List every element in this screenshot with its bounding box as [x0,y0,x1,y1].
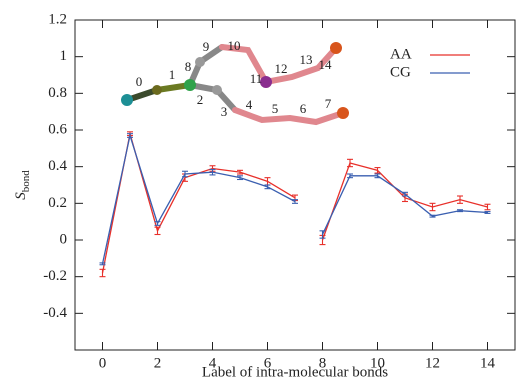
legend-label: CG [390,64,411,80]
y-tick-label: -0.2 [43,268,67,284]
y-tick-label: 0 [60,231,68,247]
bead-label: 8 [185,59,192,74]
error-bar [155,227,161,234]
x-tick-label: 8 [319,355,327,371]
bead-label: 5 [272,101,279,116]
bead-label: 4 [246,97,253,112]
bead [152,85,162,95]
bead-label: 13 [300,52,313,67]
x-tick-label: 12 [425,355,440,371]
bead-label: 0 [136,74,143,89]
x-tick-label: 0 [99,355,107,371]
x-tick-label: 2 [154,355,162,371]
bead [337,107,349,119]
bead [330,42,342,54]
bead-label: 9 [203,39,210,54]
legend-label: AA [390,46,412,62]
molecule-inset [121,42,349,122]
y-tick-label: -0.4 [43,305,67,321]
chart: Label of intra-molecular bonds Sbond 012… [0,0,522,385]
error-bar [265,185,271,189]
bead-label: 6 [300,101,307,116]
bead [195,57,205,67]
bead-label: 11 [250,71,263,86]
y-tick-label: 1 [60,48,68,64]
bead [121,94,133,106]
bead-label: 14 [319,57,333,72]
y-axis-label: Sbond [13,170,31,200]
x-tick-label: 10 [370,355,385,371]
x-tick-label: 14 [480,355,496,371]
y-tick-label: 0.4 [48,158,67,174]
plot-frame [75,20,515,350]
error-bar [100,269,106,276]
bead [212,85,222,95]
bead-label: 3 [221,104,228,119]
bead-label: 1 [169,67,176,82]
bead-label: 2 [197,92,204,107]
x-tick-label: 6 [264,355,272,371]
bead-label: 10 [228,38,241,53]
bead [184,79,196,91]
error-bar [292,200,298,204]
y-tick-label: 0.8 [48,85,67,101]
bead-label: 12 [275,61,288,76]
x-axis-label: Label of intra-molecular bonds [202,364,388,380]
bead-label: 7 [325,96,332,111]
x-tick-label: 4 [209,355,217,371]
error-bar [265,178,271,185]
y-tick-label: 0.6 [48,121,67,137]
y-tick-label: 1.2 [48,11,67,27]
y-tick-label: 0.2 [48,195,67,211]
